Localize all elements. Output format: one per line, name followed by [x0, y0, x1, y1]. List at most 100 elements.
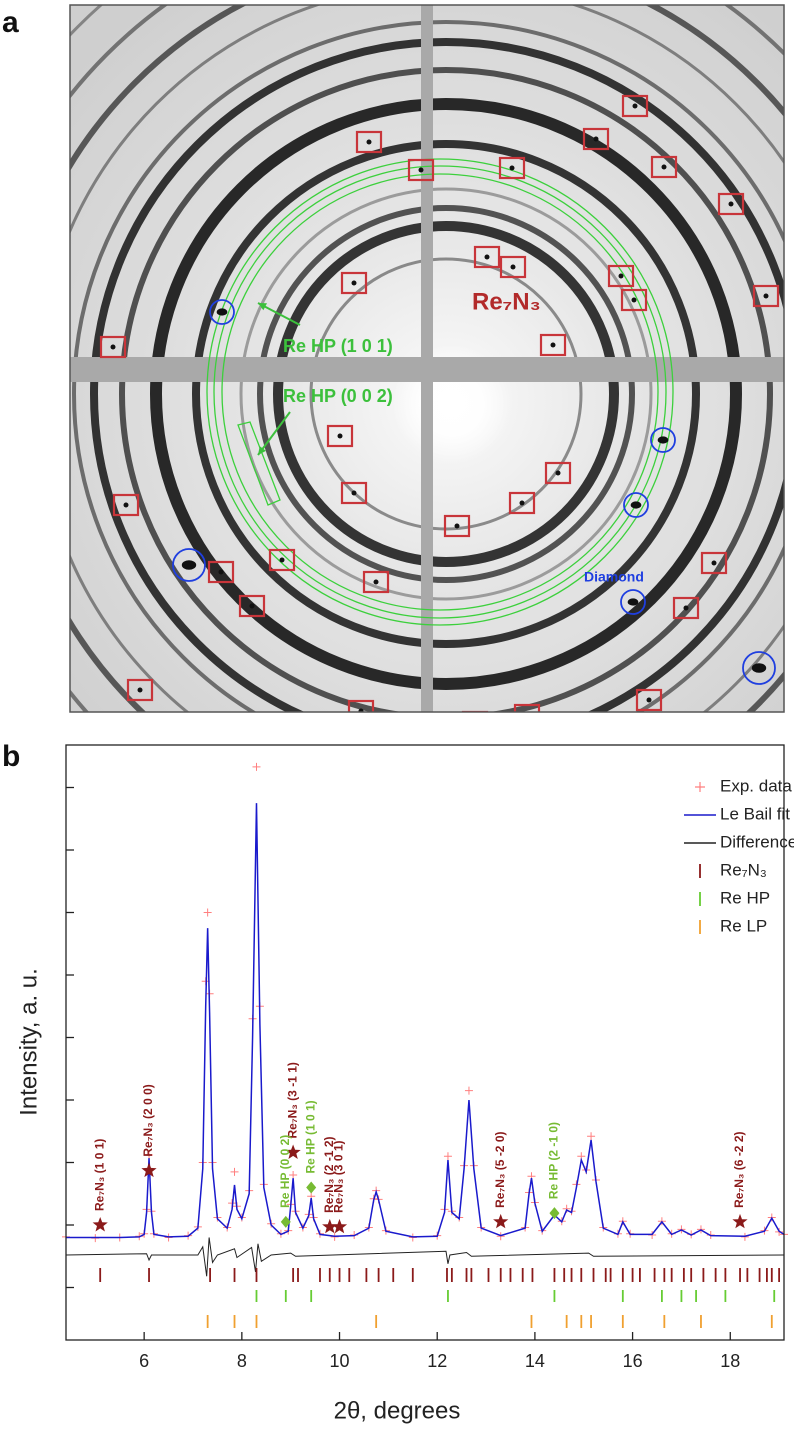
x-tick-label: 8 — [237, 1351, 247, 1371]
x-axis-title: 2θ, degrees — [334, 1397, 461, 1424]
spot — [763, 293, 769, 299]
peak-diamond — [549, 1207, 560, 1220]
spot-box — [326, 424, 354, 448]
diamond-circle — [209, 299, 235, 325]
spot — [351, 280, 357, 286]
spot — [366, 139, 372, 145]
spot-box — [473, 245, 501, 269]
spot — [631, 297, 637, 303]
data-point — [587, 1132, 596, 1141]
phase-label: Re₇N₃ — [472, 288, 541, 315]
spot — [525, 713, 530, 718]
spot — [351, 490, 357, 496]
spot — [519, 500, 525, 506]
spot — [110, 344, 116, 350]
diamond-spot — [216, 308, 228, 316]
legend-label: Re HP — [720, 888, 770, 907]
spot — [473, 720, 478, 725]
spot — [711, 560, 717, 566]
x-tick-label: 10 — [330, 1351, 350, 1371]
diamond-circle — [650, 427, 676, 453]
spot-box — [498, 156, 526, 180]
spot — [555, 470, 561, 476]
spot-box — [207, 560, 235, 584]
spot — [373, 579, 379, 585]
spot — [550, 342, 556, 348]
peak-star — [331, 1218, 348, 1234]
data-point — [252, 762, 261, 771]
powder-ring — [257, 205, 635, 583]
data-point — [203, 908, 212, 917]
spot — [358, 708, 364, 712]
spot-box — [238, 594, 266, 618]
peak-label: Re₇N₃ (3 -1 1) — [285, 1062, 299, 1138]
peak-label: Re₇N₃ (1 0 1) — [92, 1139, 106, 1211]
fit-ring — [221, 173, 659, 611]
series-line — [65, 1237, 785, 1277]
spot-box — [513, 703, 541, 712]
peak-label: Re₇N₃ (2 -1 2) — [322, 1137, 336, 1213]
powder-ring — [72, 20, 784, 712]
diamond-spot — [181, 560, 197, 570]
spot — [454, 523, 460, 529]
spot-box — [461, 710, 489, 712]
spot-box — [499, 255, 527, 279]
peak-label: Re₇N₃ (2 0 0) — [141, 1084, 155, 1156]
x-tick-label: 12 — [427, 1351, 447, 1371]
powder-ring — [273, 221, 619, 567]
spot — [509, 165, 515, 171]
spot-box — [582, 127, 610, 151]
ring-label: Re HP (1 0 1) — [283, 336, 393, 356]
data-point — [464, 1086, 473, 1095]
legend-symbol — [695, 782, 705, 792]
spot-box — [268, 548, 296, 572]
spot-box — [340, 271, 368, 295]
panel-label: a — [2, 6, 19, 39]
arrow-head — [258, 303, 267, 311]
spot — [661, 164, 667, 170]
spot-box — [99, 335, 127, 359]
spot-box — [621, 94, 649, 118]
data-point — [289, 1171, 298, 1179]
y-axis-title: Intensity, a. u. — [15, 968, 42, 1116]
plot-frame — [65, 744, 785, 1341]
fit-ring — [206, 158, 674, 626]
diffraction-image — [70, 5, 784, 725]
spot — [137, 687, 143, 693]
peak-star — [732, 1213, 748, 1229]
arrow-head — [258, 446, 266, 455]
diamond-circle — [623, 492, 649, 518]
diamond-spot — [657, 436, 669, 444]
spot-box — [362, 570, 390, 594]
spot-box — [355, 130, 383, 154]
data-point — [145, 1151, 154, 1159]
diamond-circle — [620, 589, 646, 615]
spot-box — [544, 461, 572, 485]
peak-star — [92, 1217, 108, 1232]
spot — [593, 136, 599, 142]
diamond-spot — [627, 598, 639, 606]
diamond-circle — [172, 548, 206, 582]
panel-label: b — [2, 740, 20, 773]
spot-box — [407, 158, 435, 182]
spot-box — [126, 678, 154, 702]
spot-box — [650, 155, 678, 179]
powder-ring — [150, 98, 742, 690]
image-frame — [69, 4, 785, 713]
peak-star — [493, 1213, 509, 1229]
fit-ring — [213, 165, 667, 619]
peak-label: Re₇N₃ (6 -2 2) — [732, 1132, 746, 1208]
data-point — [443, 1152, 452, 1161]
peak-label: Re HP (2 -1 0) — [547, 1122, 561, 1199]
data-point — [230, 1167, 239, 1176]
powder-ring — [192, 140, 700, 648]
peak-diamond — [280, 1215, 291, 1228]
peak-label: Re₇N₃ (3 0 1) — [332, 1141, 346, 1213]
diamond-spot — [630, 501, 642, 509]
x-tick-label: 18 — [720, 1351, 740, 1371]
peak-diamond — [306, 1181, 317, 1194]
diamond-label: Diamond — [584, 569, 644, 585]
spot — [618, 273, 624, 279]
spot-box — [672, 596, 700, 620]
